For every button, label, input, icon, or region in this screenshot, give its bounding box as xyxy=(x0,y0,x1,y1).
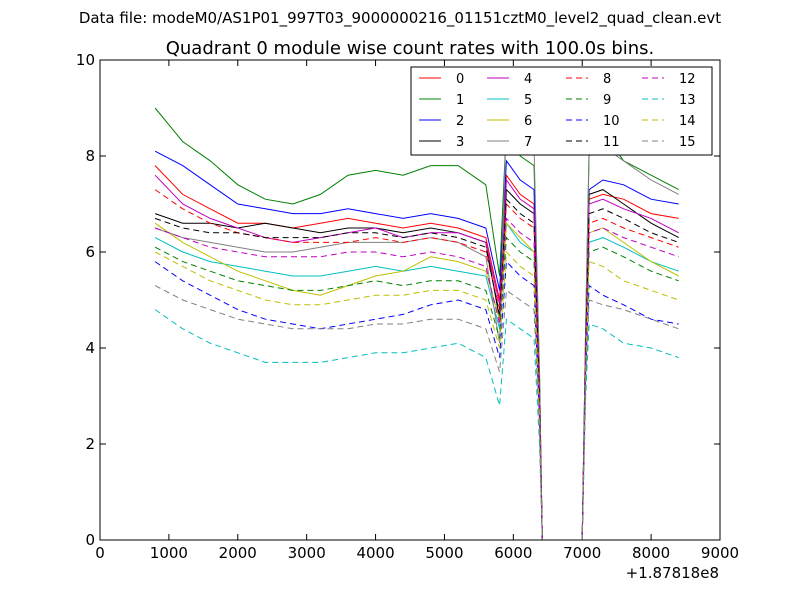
legend-box xyxy=(410,66,713,156)
legend-label-5: 5 xyxy=(524,93,532,108)
legend-label-15: 15 xyxy=(679,135,696,150)
legend-label-4: 4 xyxy=(524,72,532,87)
series-line-9 xyxy=(154,236,679,541)
x-offset-label: +1.87818e8 xyxy=(626,564,719,582)
series-line-15 xyxy=(154,285,679,541)
y-tick-label: 8 xyxy=(85,147,95,165)
legend-label-7: 7 xyxy=(524,135,532,150)
series-line-7 xyxy=(154,116,679,541)
legend-label-0: 0 xyxy=(456,72,464,87)
x-tick-label: 9000 xyxy=(701,544,739,562)
series-line-13 xyxy=(154,309,679,541)
legend-label-6: 6 xyxy=(524,114,532,129)
y-tick-label: 0 xyxy=(85,531,95,549)
x-tick-label: 5000 xyxy=(425,544,463,562)
chart-title: Quadrant 0 module wise count rates with … xyxy=(166,38,655,59)
legend-label-8: 8 xyxy=(603,72,611,87)
y-tick-label: 6 xyxy=(85,243,95,261)
y-tick-label: 2 xyxy=(85,435,95,453)
series-line-10 xyxy=(154,260,679,541)
x-tick-label: 6000 xyxy=(494,544,532,562)
legend-label-13: 13 xyxy=(679,93,696,108)
series-line-14 xyxy=(154,250,679,541)
x-tick-label: 4000 xyxy=(356,544,394,562)
x-tick-label: 8000 xyxy=(632,544,670,562)
x-tick-label: 1000 xyxy=(150,544,188,562)
plot-border xyxy=(99,59,721,541)
series-line-11 xyxy=(154,198,679,541)
tick-labels: 0 1000 2000 3000 4000 5000 6000 7000 8000 9000 0 2 4… xyxy=(76,51,739,562)
legend-label-2: 2 xyxy=(456,114,464,129)
legend-label-11: 11 xyxy=(603,135,620,150)
series-lines xyxy=(154,107,679,541)
legend-label-9: 9 xyxy=(603,93,611,108)
legend-label-10: 10 xyxy=(603,114,620,129)
series-line-12 xyxy=(154,217,679,541)
y-tick-label: 10 xyxy=(76,51,95,69)
data-file-label: Data file: modeM0/AS1P01_997T03_90000002… xyxy=(79,9,721,28)
x-tick-label: 3000 xyxy=(288,544,326,562)
x-tick-label: 0 xyxy=(95,544,105,562)
legend-label-12: 12 xyxy=(679,72,696,87)
legend-label-14: 14 xyxy=(679,114,696,129)
legend-label-1: 1 xyxy=(456,93,464,108)
legend-label-3: 3 xyxy=(456,135,464,150)
y-tick-label: 4 xyxy=(85,339,95,357)
x-tick-label: 7000 xyxy=(563,544,601,562)
x-tick-label: 2000 xyxy=(219,544,257,562)
